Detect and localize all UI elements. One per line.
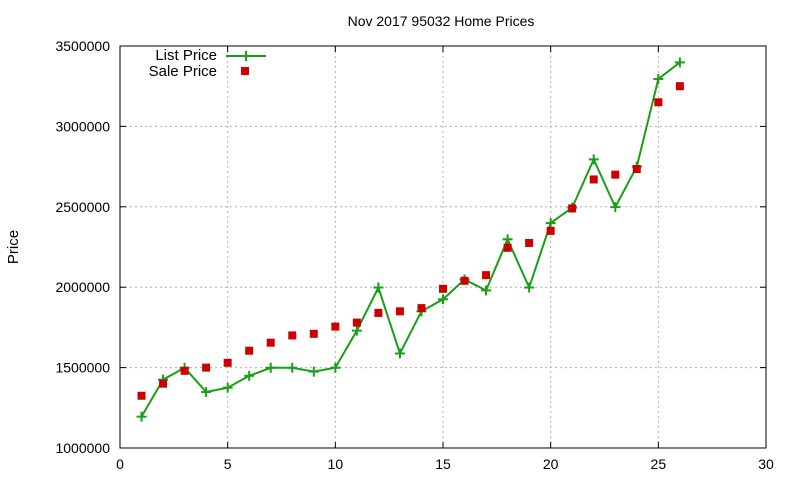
sale-price-point	[460, 276, 469, 285]
x-tick-label: 30	[758, 456, 774, 472]
sale-price-point	[675, 82, 684, 91]
sale-price-point	[632, 165, 641, 174]
x-tick-label: 5	[224, 456, 232, 472]
legend-swatch-sale-square	[241, 67, 249, 75]
list-price-point	[610, 202, 621, 213]
y-tick-label: 3000000	[55, 118, 110, 134]
list-price-point	[222, 382, 233, 393]
grid-layer	[120, 46, 766, 448]
list-price-point	[330, 362, 341, 373]
x-tick-label: 10	[328, 456, 344, 472]
list-price-point	[265, 362, 276, 373]
list-price-point	[287, 362, 298, 373]
list-price-point	[351, 325, 362, 336]
list-price-point	[373, 282, 384, 293]
sale-price-point	[180, 366, 189, 375]
legend-label-list-price: List Price	[155, 47, 217, 64]
list-price-point	[244, 370, 255, 381]
sale-price-point	[589, 175, 598, 184]
sale-price-point	[546, 226, 555, 235]
list-price-point	[524, 282, 535, 293]
y-tick-label: 2500000	[55, 199, 110, 215]
list-price-point	[308, 366, 319, 377]
sale-price-point	[395, 307, 404, 316]
y-axis-title: Price	[5, 230, 22, 264]
sale-price-point	[525, 238, 534, 247]
sale-price-point	[482, 271, 491, 280]
list-price-point	[674, 57, 685, 68]
list-price-point	[502, 234, 513, 245]
series-layer	[136, 57, 685, 422]
sale-price-point	[159, 379, 168, 388]
y-tick-label: 1500000	[55, 360, 110, 376]
sale-price-point	[654, 98, 663, 107]
list-price-line	[140, 61, 681, 418]
axes-layer: 0 5 10 15 20 25 30 1000000 1500000 2000000 2500000…	[55, 38, 774, 472]
y-tick-label: 2000000	[55, 279, 110, 295]
list-price-point	[438, 294, 448, 305]
x-tick-label: 15	[435, 456, 451, 472]
sale-price-point	[223, 358, 232, 367]
list-price-point	[201, 387, 212, 398]
y-tick-label: 1000000	[55, 440, 110, 456]
sale-price-point	[352, 318, 361, 327]
list-price-point	[481, 285, 492, 296]
sale-price-point	[309, 329, 318, 338]
sale-price-point	[439, 284, 447, 293]
sale-price-point	[503, 243, 512, 252]
sale-price-point	[245, 346, 254, 355]
sale-price-point	[331, 322, 340, 331]
y-tick-label: 3500000	[55, 38, 110, 54]
chart-title: Nov 2017 95032 Home Prices	[348, 13, 535, 29]
sale-price-point	[266, 338, 275, 347]
sale-price-point	[611, 170, 620, 179]
list-price-point	[136, 411, 147, 422]
list-price-point	[588, 154, 599, 165]
x-tick-label: 0	[116, 456, 124, 472]
sale-price-point	[137, 391, 146, 400]
sale-price-point	[568, 204, 577, 213]
list-price-point	[545, 218, 556, 229]
x-tick-label: 20	[543, 456, 559, 472]
sale-price-point	[417, 304, 426, 313]
legend-label-sale-price: Sale Price	[149, 63, 217, 80]
sale-price-point	[288, 331, 297, 340]
sale-price-point	[202, 363, 211, 372]
sale-price-point	[374, 308, 383, 317]
list-price-point	[394, 348, 405, 359]
x-tick-label: 25	[651, 456, 667, 472]
list-price-point	[653, 73, 664, 84]
